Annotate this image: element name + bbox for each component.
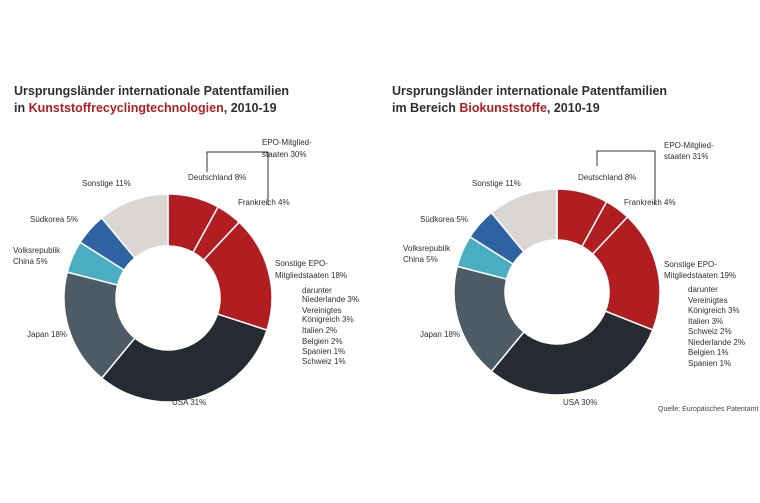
- darunter-item: Schweiz 2%: [688, 327, 732, 336]
- label-china-line1: Volksrepublik: [13, 246, 61, 255]
- label-sonstige: Sonstige 11%: [82, 179, 131, 188]
- label-frankreich: Frankreich 4%: [238, 198, 290, 207]
- label-frankreich: Frankreich 4%: [624, 198, 676, 207]
- label-deutschland: Deutschland 8%: [578, 173, 636, 182]
- darunter-item: Italien 2%: [302, 326, 337, 335]
- label-china-line1: Volksrepublik: [403, 244, 451, 253]
- slice-usa: [490, 310, 654, 396]
- donut-chart: EPO-Mitglied- staaten 30% Deutschland 8%…: [13, 138, 359, 407]
- label-usa: USA 31%: [172, 398, 206, 407]
- source-note: Quelle: Europäisches Patentamt: [658, 406, 759, 413]
- darunter-item: darunter: [302, 286, 332, 295]
- label-sonstige-epo-line2: Mitgliedstaaten 18%: [275, 271, 347, 280]
- label-deutschland: Deutschland 8%: [188, 173, 246, 182]
- darunter-item: Belgien 1%: [688, 348, 728, 357]
- darunter-list: darunter Vereinigtes Königreich 3% Itali…: [688, 285, 745, 368]
- label-china-line2: China 5%: [403, 255, 438, 264]
- chart-panel-recycling: Ursprungsländer internationale Patentfam…: [13, 83, 374, 407]
- title-prefix: im Bereich: [392, 101, 460, 115]
- label-japan: Japan 18%: [420, 330, 460, 339]
- title-accent: Biokunststoffe: [459, 101, 547, 115]
- chart-title: Ursprungsländer internationale Patentfam…: [392, 83, 752, 117]
- epo-bracket-line: [596, 150, 656, 205]
- darunter-item: Niederlande 2%: [688, 338, 745, 347]
- darunter-item: Schweiz 1%: [302, 357, 346, 366]
- darunter-list: darunter Niederlande 3% Vereinigtes Köni…: [302, 286, 359, 366]
- label-sonstige: Sonstige 11%: [472, 179, 521, 188]
- label-suedkorea: Südkorea 5%: [30, 215, 78, 224]
- darunter-item: Niederlande 3%: [302, 295, 359, 304]
- darunter-item: Vereinigtes: [302, 306, 342, 315]
- label-sonstige-epo-line2: Mitgliedstaaten 19%: [664, 271, 736, 280]
- darunter-item: Königreich 3%: [688, 306, 740, 315]
- title-prefix: in: [14, 101, 29, 115]
- darunter-item: Spanien 1%: [302, 347, 345, 356]
- slice-sonstige: [100, 193, 169, 259]
- label-japan: Japan 18%: [27, 330, 67, 339]
- epo-bracket-line: [206, 151, 269, 205]
- label-china-line2: China 5%: [13, 257, 48, 266]
- donut-slices: [453, 188, 661, 396]
- darunter-item: Spanien 1%: [688, 359, 731, 368]
- darunter-item: darunter: [688, 285, 718, 294]
- title-accent: Kunststoffrecyclingtechnologien: [28, 101, 224, 115]
- epo-label-line2: staaten 30%: [262, 150, 306, 159]
- donut-chart: EPO-Mitglied- staaten 31% Deutschland 8%…: [403, 141, 745, 407]
- epo-label-line2: staaten 31%: [664, 152, 708, 161]
- epo-label-line1: EPO-Mitglied-: [262, 138, 312, 147]
- donut-slices: [63, 193, 273, 403]
- title-suffix: , 2010-19: [223, 101, 277, 115]
- slice-sonstige: [490, 188, 558, 253]
- epo-label-line1: EPO-Mitglied-: [664, 141, 714, 150]
- title-line1: Ursprungsländer internationale Patentfam…: [14, 84, 290, 98]
- label-sonstige-epo-line1: Sonstige EPO-: [664, 260, 717, 269]
- slice-usa: [100, 313, 268, 403]
- chart-panel-biokunststoffe: Ursprungsländer internationale Patentfam…: [380, 0, 760, 503]
- label-sonstige-epo-line1: Sonstige EPO-: [275, 259, 328, 268]
- darunter-item: Italien 3%: [688, 317, 723, 326]
- label-usa: USA 30%: [563, 398, 597, 407]
- darunter-item: Königreich 3%: [302, 315, 354, 324]
- chart-title: Ursprungsländer internationale Patentfam…: [14, 83, 374, 117]
- label-suedkorea: Südkorea 5%: [420, 215, 468, 224]
- title-suffix: , 2010-19: [546, 101, 600, 115]
- title-line1: Ursprungsländer internationale Patentfam…: [392, 84, 668, 98]
- darunter-item: Belgien 2%: [302, 337, 342, 346]
- darunter-item: Vereinigtes: [688, 296, 728, 305]
